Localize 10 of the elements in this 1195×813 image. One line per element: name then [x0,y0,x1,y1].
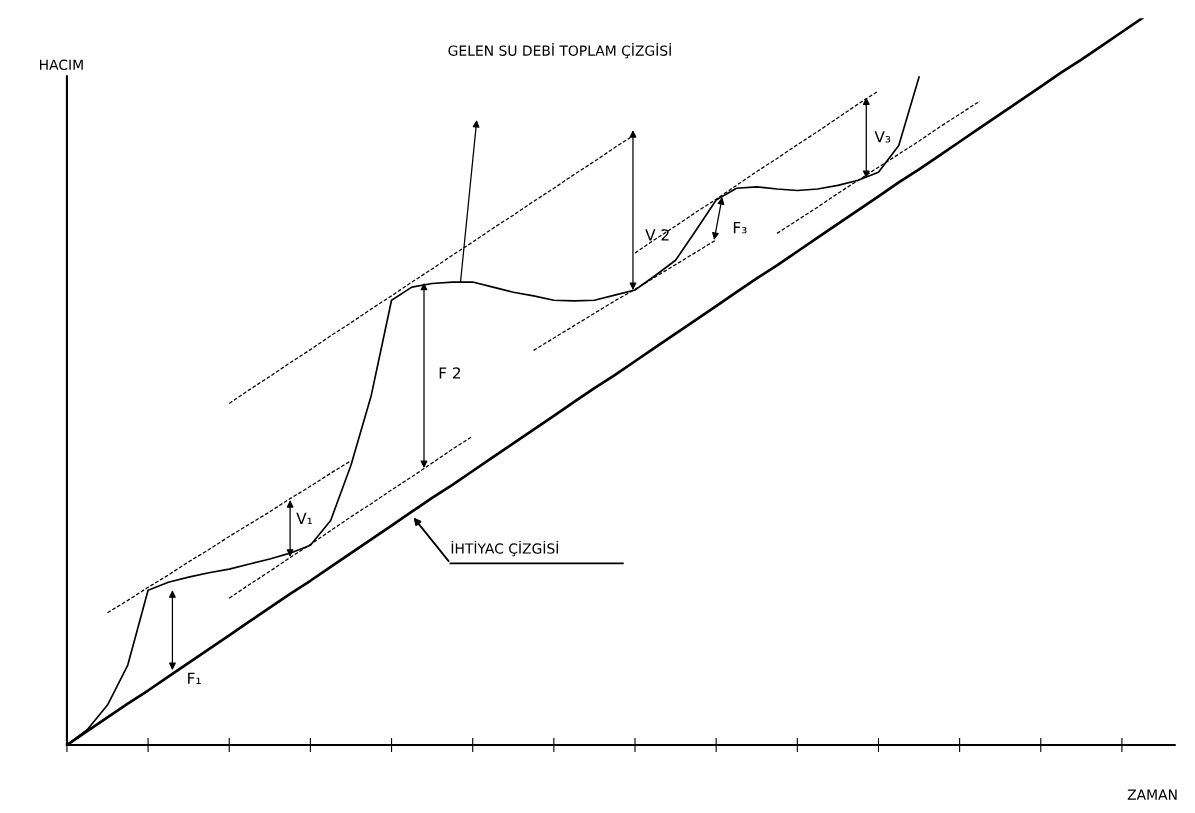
annotation: İHTİYAC ÇİZGİSİ [451,540,558,557]
x-axis-title: ZAMAN [1127,789,1177,800]
annotation: V 2 [645,229,669,241]
annotation: F₃ [733,222,747,234]
y-axis-title: HACIM [40,59,83,71]
annotation: V₁ [296,512,312,524]
annotation: F₁ [188,672,201,684]
annotation: GELEN SU DEBİ TOPLAM ÇİZGİSİ [448,43,671,59]
annotation: V₃ [874,131,891,143]
annotation: F 2 [439,367,461,379]
